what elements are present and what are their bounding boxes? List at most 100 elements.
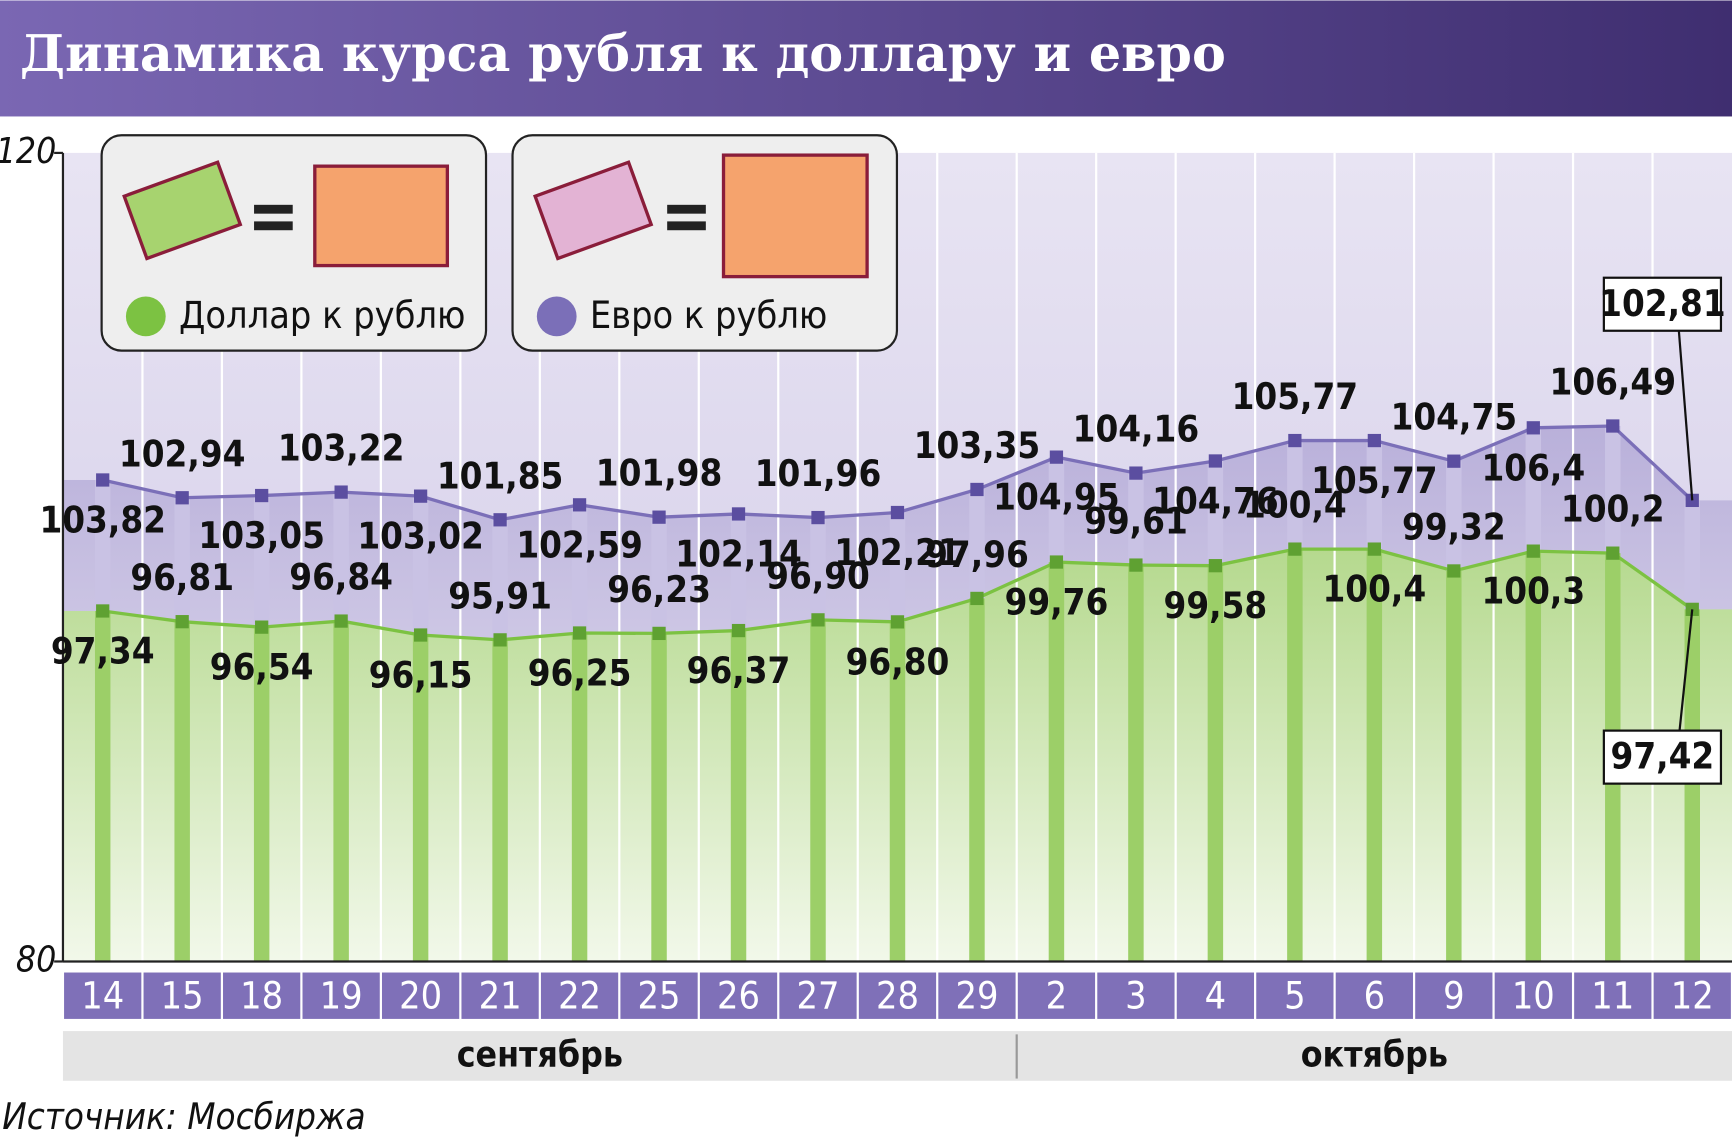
callout-box — [1602, 729, 1723, 785]
value-label: 95,91 — [448, 574, 552, 617]
drop-bar — [1207, 565, 1224, 962]
point — [1049, 555, 1064, 569]
point — [1049, 450, 1064, 464]
x-tick-label: 25 — [638, 973, 681, 1017]
value-label: 104,76 — [1152, 479, 1279, 522]
x-tick-box — [1574, 972, 1652, 1019]
legend-label: Доллар к рублю — [179, 293, 466, 337]
point — [970, 591, 984, 606]
euro-icon — [532, 153, 869, 279]
drop-bar — [651, 633, 667, 962]
drop-bar — [810, 517, 826, 620]
drop-bar — [1446, 461, 1462, 571]
x-tick-box — [64, 972, 142, 1019]
x-tick-label: 29 — [955, 973, 998, 1017]
x-tick-label: 22 — [558, 973, 601, 1017]
drop-bar — [571, 504, 588, 633]
value-label: 96,15 — [369, 653, 473, 696]
drop-bar — [333, 621, 349, 962]
point — [1606, 419, 1620, 433]
point — [1208, 454, 1223, 468]
point — [413, 489, 428, 503]
x-tick-label: 26 — [717, 973, 760, 1017]
legend-marker — [125, 296, 166, 337]
source: Источник: Мосбиржа — [2, 1095, 365, 1138]
value-label: 103,22 — [278, 427, 404, 470]
drop-bar — [889, 512, 906, 622]
value-label: 96,23 — [607, 568, 711, 611]
value-label: 96,37 — [687, 649, 791, 692]
point — [255, 488, 269, 503]
x-tick-label: 2 — [1046, 973, 1068, 1017]
value-label: 101,85 — [437, 454, 564, 497]
title-band — [0, 0, 1732, 117]
point — [334, 614, 348, 628]
drop-bar — [1366, 440, 1383, 550]
drop-bar — [571, 632, 588, 962]
value-label: 96,25 — [528, 651, 632, 694]
value-label: 97,96 — [925, 533, 1029, 576]
point — [1526, 544, 1540, 558]
value-label: 97,42 — [1611, 735, 1715, 778]
x-tick-label: 27 — [797, 973, 840, 1017]
value-label: 103,35 — [914, 424, 1041, 467]
point — [413, 628, 428, 642]
x-tick-box — [540, 972, 619, 1019]
point — [1447, 564, 1461, 578]
x-tick-box — [1176, 972, 1255, 1019]
value-label: 104,16 — [1073, 408, 1200, 451]
drop-bar — [333, 492, 349, 622]
value-label: 105,77 — [1232, 375, 1359, 418]
drop-bar — [1684, 500, 1700, 610]
drop-bar — [1446, 570, 1462, 962]
value-label: 104,95 — [993, 476, 1120, 519]
chart-title: Динамика курса рубля к доллару и евро — [20, 23, 1226, 83]
value-label: 102,81 — [1599, 282, 1726, 325]
value-label: 102,21 — [834, 531, 961, 574]
drop-bar — [730, 513, 747, 631]
x-tick-box — [1097, 972, 1175, 1019]
value-label: 99,76 — [1005, 581, 1109, 624]
x-tick-box — [779, 972, 857, 1019]
x-tick-box — [620, 972, 698, 1019]
point — [572, 626, 587, 640]
value-label: 106,4 — [1481, 446, 1585, 489]
value-label: 99,58 — [1164, 584, 1268, 627]
point — [96, 473, 110, 487]
point — [731, 623, 746, 638]
drop-bar — [810, 619, 826, 962]
value-label: 96,84 — [289, 556, 393, 599]
value-label: 103,82 — [39, 498, 166, 541]
drop-bar — [1287, 549, 1303, 962]
point — [652, 626, 666, 641]
value-label: 100,4 — [1243, 484, 1347, 527]
point — [1526, 421, 1540, 435]
value-label: 100,2 — [1561, 488, 1665, 531]
drop-bar — [94, 479, 111, 611]
x-tick-label: 21 — [479, 973, 522, 1017]
point — [96, 604, 110, 618]
legend: Доллар к рублю Евро к рублю — [100, 134, 899, 352]
y-tick-label: 120 — [0, 131, 56, 172]
x-tick-box — [1415, 972, 1493, 1019]
point — [255, 620, 269, 634]
value-label: 96,80 — [846, 640, 950, 683]
drop-bar — [889, 621, 906, 962]
value-label: 103,05 — [198, 514, 324, 557]
value-label: 102,94 — [119, 432, 245, 475]
x-tick-label: 15 — [161, 973, 204, 1017]
value-label: 99,32 — [1402, 505, 1506, 548]
legend-label: Евро к рублю — [590, 293, 828, 337]
drop-bar — [492, 519, 508, 640]
x-tick-label: 6 — [1364, 973, 1386, 1017]
x-tick-box — [1256, 972, 1334, 1019]
drop-bar — [1207, 460, 1224, 566]
value-label: 104,75 — [1391, 396, 1518, 439]
value-label: 102,59 — [516, 523, 643, 566]
x-tick-label: 4 — [1205, 973, 1227, 1017]
x-tick-label: 10 — [1512, 973, 1555, 1017]
drop-bar — [1366, 549, 1383, 962]
x-tick-label: 5 — [1284, 973, 1306, 1017]
value-label: 100,4 — [1322, 568, 1426, 611]
